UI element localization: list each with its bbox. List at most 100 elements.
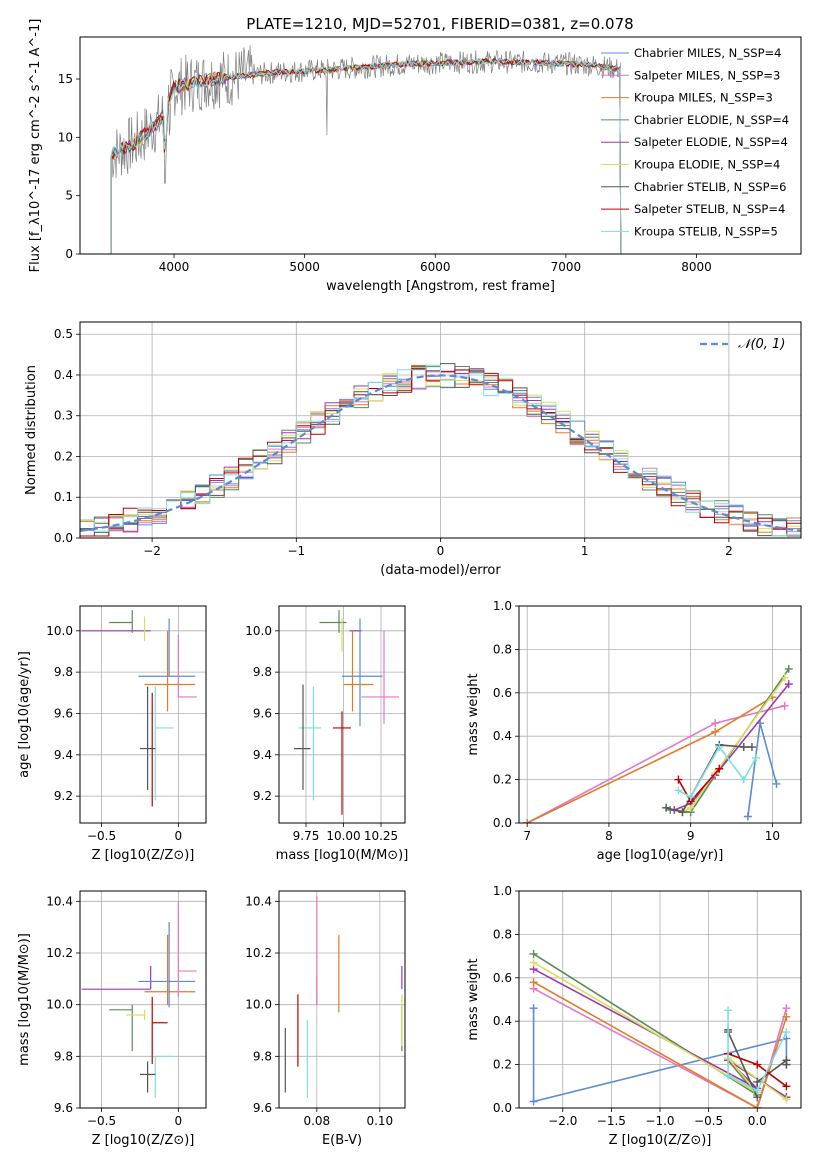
- y-tick-label: 0.0: [493, 816, 512, 830]
- residual-histogram: −2 −1 0 1 2 0.0 0.1 0.2 0.3 0.4 0.5 𝒩(0, 1) (data-mo…: [24, 321, 802, 578]
- model-spectrum-line: [110, 58, 622, 254]
- x-axis-label: wavelength [Angstrom, rest frame]: [326, 279, 555, 294]
- error-bar-point: [361, 630, 399, 724]
- y-tick-label: 0.0: [493, 1101, 512, 1115]
- age-mass-weight-panel: 7 8 9 10 0.0 0.2 0.4 0.6 0.8 1.0 age [log10(age/yr…: [466, 599, 802, 863]
- x-tick-label: 5000: [289, 260, 320, 274]
- plus-marker: [780, 673, 789, 682]
- y-tick-label: 10.2: [46, 946, 73, 960]
- x-tick-label: 1: [581, 544, 589, 558]
- plus-marker: [782, 1095, 791, 1104]
- y-tick-label: 1.0: [493, 599, 512, 613]
- legend-entry: Chabrier ELODIE, N_SSP=4: [634, 113, 789, 127]
- y-tick-label: 9.8: [54, 665, 73, 679]
- error-bar-point: [151, 996, 168, 1065]
- error-bar-point: [138, 922, 196, 1008]
- y-tick-label: 9.8: [253, 1049, 272, 1063]
- y-tick-label: 0.2: [54, 449, 73, 463]
- plus-marker: [772, 779, 781, 788]
- y-tick-label: 0.0: [54, 531, 73, 545]
- y-tick-label: 0.6: [493, 686, 512, 700]
- plus-marker: [739, 775, 748, 784]
- plus-marker: [753, 1077, 762, 1086]
- y-tick-label: 10.0: [245, 998, 272, 1012]
- y-tick-label: 0.8: [493, 642, 512, 656]
- plus-marker: [711, 727, 720, 736]
- x-tick-label: 7000: [551, 260, 582, 274]
- weight-line: [532, 1008, 788, 1103]
- plot-frame: [79, 890, 207, 1109]
- error-bar-point: [138, 618, 196, 677]
- plus-marker: [678, 808, 687, 817]
- weight-line: [526, 705, 785, 823]
- mass-vs-age-panel: 9.75 10.00 10.25 9.2 9.4 9.6 9.8 10.0 mass [log1…: [245, 605, 409, 863]
- y-tick-label: 0.4: [493, 1014, 512, 1028]
- plus-marker: [784, 680, 793, 689]
- y-tick-label: 0.1: [54, 490, 73, 504]
- plus-marker: [784, 664, 793, 673]
- legend-entry: Kroupa STELIB, N_SSP=5: [634, 224, 778, 238]
- x-tick-label: 10.00: [326, 829, 360, 843]
- plot-frame: [79, 36, 802, 255]
- error-bar-point: [109, 610, 133, 633]
- plus-marker: [523, 819, 532, 823]
- error-bar-point: [126, 1009, 146, 1021]
- plus-marker: [724, 1006, 733, 1015]
- x-tick-label: 0: [175, 829, 183, 843]
- x-tick-label: −2: [143, 544, 161, 558]
- error-bar-point: [177, 901, 197, 997]
- legend-entry: Kroupa MILES, N_SSP=3: [634, 91, 773, 105]
- y-tick-label: 0.2: [493, 773, 512, 787]
- plus-marker: [782, 1012, 791, 1021]
- plus-marker: [674, 775, 683, 784]
- x-tick-label: 6000: [420, 260, 451, 274]
- plot-frame: [518, 605, 802, 824]
- x-axis-label: Z [log10(Z/Z⊙)]: [92, 848, 195, 863]
- y-tick-label: 9.6: [54, 706, 73, 720]
- y-axis-label: mass [log10(M/M⊙)]: [17, 933, 32, 1066]
- x-tick-label: 0.08: [303, 1114, 330, 1128]
- spectrum-plot: 4000 5000 6000 7000 8000 0 5 10 15 Chabrier MILES…: [28, 19, 802, 294]
- y-tick-label: 10: [58, 130, 73, 144]
- error-bar-point: [333, 711, 351, 815]
- x-tick-label: 10.25: [364, 829, 398, 843]
- gaussian-reference-curve: [80, 374, 801, 532]
- y-axis-label: mass weight: [466, 673, 481, 755]
- plus-marker: [715, 764, 724, 773]
- y-axis-label: Normed distribution: [24, 365, 39, 495]
- x-axis-label: mass [log10(M/M⊙)]: [276, 848, 409, 863]
- plot-frame: [278, 605, 406, 824]
- error-bar-point: [139, 686, 156, 790]
- error-bar-point: [294, 684, 311, 790]
- weight-line: [682, 677, 786, 813]
- y-tick-label: 0: [65, 247, 73, 261]
- x-axis-label: (data-model)/error: [380, 563, 501, 578]
- x-tick-label: 4000: [159, 260, 190, 274]
- x-tick-label: 7: [523, 829, 531, 843]
- x-axis-label: E(B-V): [322, 1133, 362, 1148]
- y-tick-label: 0.4: [493, 729, 512, 743]
- weight-line: [533, 981, 788, 1108]
- error-bar-point: [81, 965, 152, 990]
- z-vs-age-panel: −0.5 0 9.2 9.4 9.6 9.8 10.0 Z [log10(Z/Z⊙)] age …: [17, 605, 207, 863]
- y-tick-label: 0.5: [54, 327, 73, 341]
- error-bar-point: [144, 630, 196, 712]
- error-bar-point: [298, 686, 321, 801]
- histogram-series: [80, 364, 801, 537]
- y-axis-label: Flux [f_λ10^-17 erg cm^-2 s^-1 A^-1]: [28, 19, 43, 273]
- x-tick-label: −0.5: [694, 1114, 723, 1128]
- plus-marker: [724, 1071, 733, 1080]
- error-bar-point: [177, 634, 197, 698]
- y-tick-label: 9.4: [54, 748, 73, 762]
- plus-marker: [529, 949, 538, 958]
- x-tick-label: −1: [287, 544, 305, 558]
- x-tick-label: −2.0: [548, 1114, 577, 1128]
- ebv-vs-mass-panel: 0.08 0.10 9.6 9.8 10.0 10.2 10.4 E(B-V): [245, 890, 406, 1148]
- legend-entry: Chabrier STELIB, N_SSP=6: [634, 180, 786, 194]
- plot-frame: [79, 605, 207, 824]
- plus-marker: [782, 1028, 791, 1037]
- plot-frame: [518, 890, 802, 1109]
- error-bar-point: [144, 934, 196, 1005]
- y-tick-label: 10.0: [46, 998, 73, 1012]
